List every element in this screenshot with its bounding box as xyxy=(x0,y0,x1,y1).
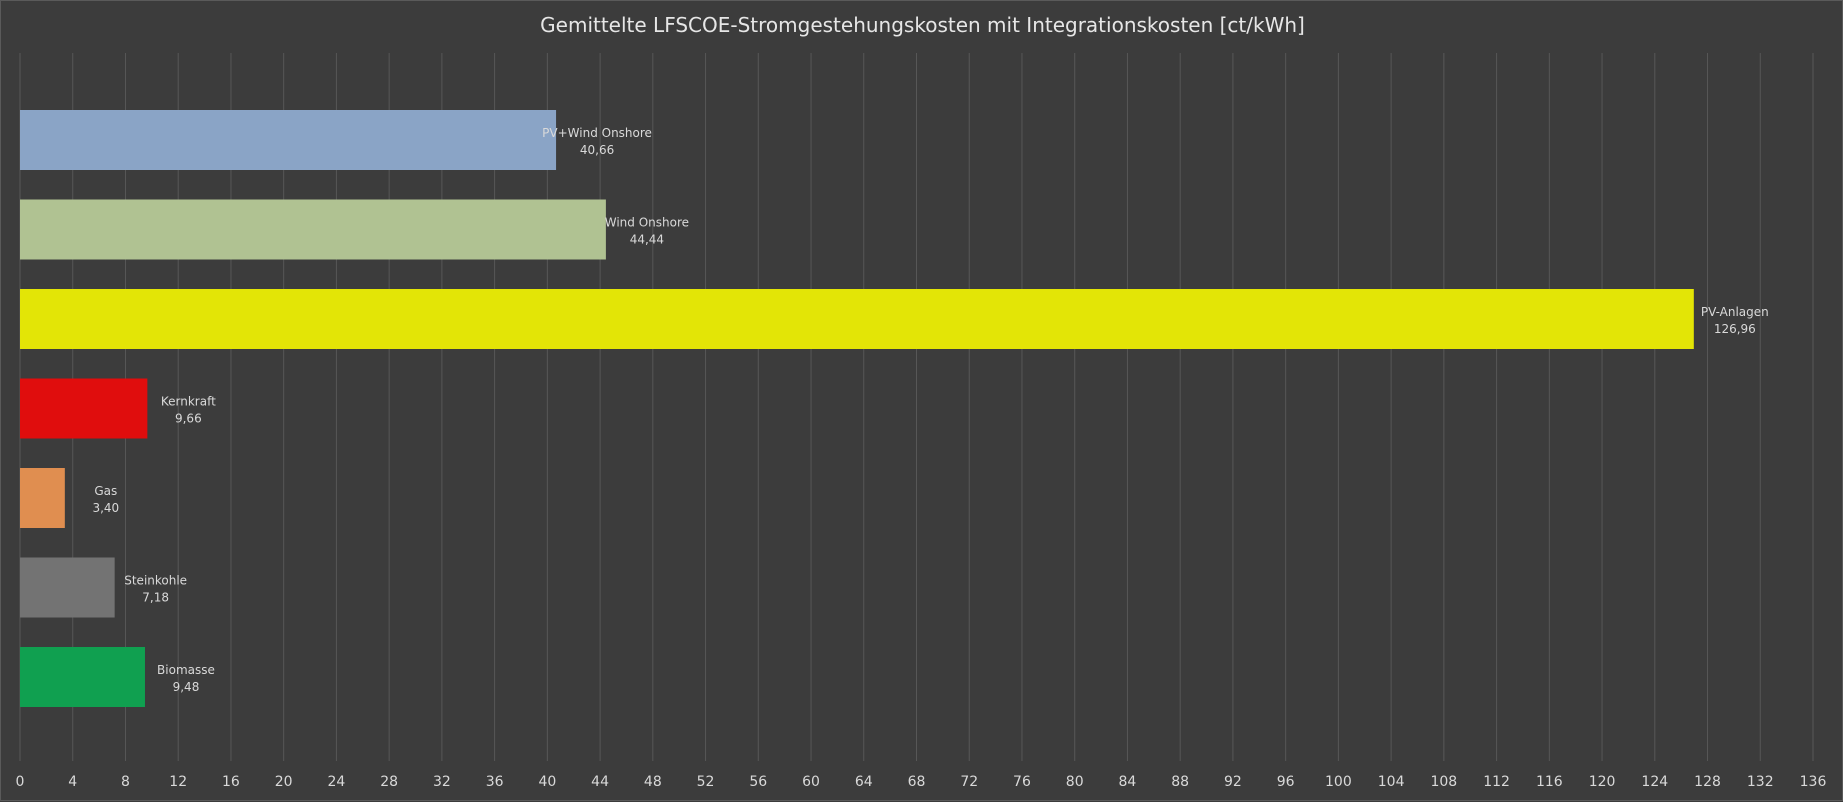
x-tick-label: 60 xyxy=(802,774,820,790)
bar xyxy=(20,557,115,618)
bar-value-label: 9,48 xyxy=(173,680,200,694)
bar-value-label: 126,96 xyxy=(1714,322,1756,336)
x-tick-label: 32 xyxy=(433,774,451,790)
x-tick-label: 28 xyxy=(380,774,398,790)
x-tick-label: 44 xyxy=(591,774,609,790)
x-tick-label: 40 xyxy=(538,774,556,790)
bar-value-label: 9,66 xyxy=(175,412,202,426)
x-tick-label: 88 xyxy=(1171,774,1189,790)
bar xyxy=(20,110,557,170)
x-tick-label: 64 xyxy=(855,774,873,790)
x-tick-label: 132 xyxy=(1747,774,1774,790)
x-tick-label: 16 xyxy=(222,774,240,790)
bar xyxy=(20,647,145,707)
x-tick-label: 48 xyxy=(644,774,662,790)
x-tick-label: 108 xyxy=(1430,774,1457,790)
x-tick-label: 112 xyxy=(1483,774,1510,790)
x-tick-label: 24 xyxy=(327,774,345,790)
x-tick-label: 56 xyxy=(749,774,767,790)
chart-title: Gemittelte LFSCOE-Stromgestehungskosten … xyxy=(540,13,1305,37)
x-tick-label: 128 xyxy=(1694,774,1721,790)
x-axis-ticks: 0 4 8 12 16 20 24 28 32 36 40 44 48 52 56 60 64 68 72 76 80 8… xyxy=(16,774,1827,790)
bar-value-label: 44,44 xyxy=(630,233,664,247)
bar-category-label: Steinkohle xyxy=(124,574,187,588)
x-tick-label: 12 xyxy=(169,774,187,790)
x-tick-label: 116 xyxy=(1536,774,1563,790)
bar-category-label: Kernkraft xyxy=(161,395,216,409)
x-tick-label: 100 xyxy=(1325,774,1352,790)
bar xyxy=(20,468,65,528)
bar xyxy=(20,378,148,439)
x-tick-label: 20 xyxy=(275,774,293,790)
x-tick-label: 4 xyxy=(68,774,77,790)
x-tick-label: 104 xyxy=(1378,774,1405,790)
bars xyxy=(20,110,1694,707)
x-tick-label: 124 xyxy=(1641,774,1668,790)
bar-category-label: PV+Wind Onshore xyxy=(542,126,652,140)
bar-value-label: 3,40 xyxy=(92,501,119,515)
x-tick-label: 68 xyxy=(908,774,926,790)
x-tick-label: 80 xyxy=(1066,774,1084,790)
x-tick-label: 84 xyxy=(1119,774,1137,790)
bar-value-label: 40,66 xyxy=(580,143,614,157)
x-tick-label: 0 xyxy=(16,774,25,790)
x-tick-label: 92 xyxy=(1224,774,1242,790)
x-tick-label: 136 xyxy=(1800,774,1827,790)
bar xyxy=(20,289,1694,349)
x-tick-label: 96 xyxy=(1277,774,1295,790)
bar xyxy=(20,199,606,260)
x-tick-label: 76 xyxy=(1013,774,1031,790)
x-tick-label: 52 xyxy=(697,774,715,790)
bar-category-label: Gas xyxy=(94,484,117,498)
bar-category-label: Biomasse xyxy=(157,663,215,677)
bar-value-label: 7,18 xyxy=(142,591,169,605)
grid-lines xyxy=(19,53,1814,761)
bar-category-label: Wind Onshore xyxy=(605,216,689,230)
bar-labels: PV+Wind Onshore 40,66 Wind Onshore 44,44 PV-… xyxy=(92,126,1768,694)
x-tick-label: 8 xyxy=(121,774,130,790)
bar-category-label: PV-Anlagen xyxy=(1701,305,1769,319)
x-tick-label: 120 xyxy=(1589,774,1616,790)
x-tick-label: 36 xyxy=(486,774,504,790)
x-tick-label: 72 xyxy=(960,774,978,790)
